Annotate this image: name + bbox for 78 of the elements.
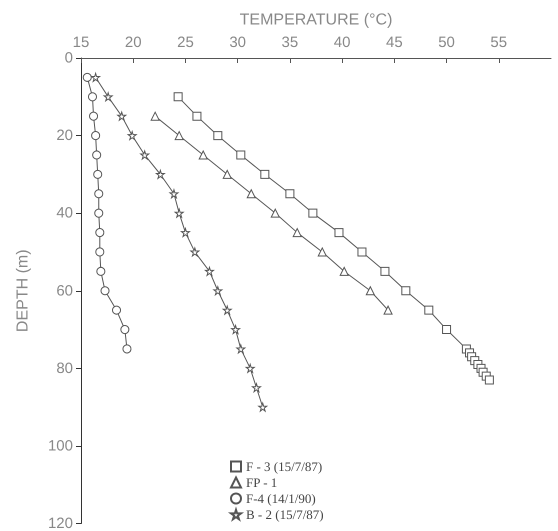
- point: [204, 266, 214, 276]
- point: [222, 306, 232, 315]
- legend-label: B - 2 (15/7/87): [246, 507, 324, 522]
- point: [95, 247, 104, 256]
- point: [94, 208, 104, 218]
- x-tick-label: 45: [386, 34, 403, 51]
- point: [190, 247, 200, 256]
- point: [357, 247, 366, 256]
- x-tick-label: 20: [124, 34, 142, 51]
- point: [94, 189, 104, 198]
- point: [150, 112, 160, 121]
- point: [91, 131, 100, 140]
- point: [82, 72, 92, 82]
- x-tick-label: 55: [490, 34, 508, 51]
- point: [252, 383, 261, 392]
- point: [192, 112, 202, 121]
- point: [174, 92, 183, 102]
- point: [401, 286, 410, 296]
- point: [213, 131, 222, 140]
- point: [120, 325, 130, 334]
- point: [169, 189, 178, 198]
- point: [260, 170, 270, 179]
- point: [198, 150, 208, 160]
- point: [236, 344, 246, 354]
- point: [95, 228, 104, 238]
- y-tick-label: 40: [56, 204, 73, 222]
- point: [285, 189, 294, 198]
- point: [140, 150, 150, 160]
- point: [96, 266, 106, 276]
- point: [156, 170, 165, 179]
- y-tick-label: 20: [56, 127, 73, 144]
- y-tick-label: 80: [56, 360, 73, 377]
- y-axis-title: DEPTH (m): [14, 249, 32, 332]
- x-axis-title: TEMPERATURE (°C): [240, 12, 392, 28]
- x-tick-label: 30: [229, 34, 246, 51]
- point: [236, 150, 246, 160]
- x-tick-label: 15: [72, 34, 90, 51]
- point: [112, 306, 122, 315]
- point: [222, 170, 232, 179]
- point: [270, 208, 280, 218]
- point: [93, 170, 102, 179]
- point: [366, 286, 375, 296]
- legend-label: F-4 (14/1/90): [246, 491, 316, 506]
- point: [246, 364, 255, 373]
- y-tick-label: 100: [48, 437, 73, 454]
- point: [334, 228, 344, 238]
- point: [104, 92, 113, 102]
- y-tick-label: 120: [48, 515, 73, 531]
- point: [128, 131, 137, 140]
- point: [246, 189, 256, 198]
- point: [89, 112, 98, 121]
- point: [384, 306, 393, 315]
- point: [117, 112, 126, 121]
- point: [318, 247, 327, 256]
- x-tick-label: 50: [438, 34, 455, 51]
- legend-label: F - 3 (15/7/87): [246, 459, 322, 474]
- point: [174, 131, 184, 140]
- point: [442, 325, 452, 334]
- y-tick-label: 0: [64, 50, 73, 66]
- point: [91, 72, 100, 82]
- point: [92, 150, 102, 160]
- point: [258, 402, 268, 412]
- point: [100, 286, 110, 296]
- point: [88, 92, 97, 102]
- x-tick-label: 40: [334, 34, 350, 51]
- point: [308, 208, 318, 218]
- point: [174, 208, 184, 218]
- x-tick-label: 25: [177, 34, 194, 51]
- y-tick-label: 60: [56, 282, 73, 300]
- point: [380, 266, 390, 276]
- point: [213, 286, 222, 296]
- point: [424, 306, 434, 315]
- x-tick-label: 35: [282, 34, 298, 51]
- point: [292, 228, 302, 238]
- point: [122, 344, 132, 354]
- legend-label: FP - 1: [246, 475, 278, 490]
- point: [340, 266, 349, 276]
- point: [484, 375, 494, 384]
